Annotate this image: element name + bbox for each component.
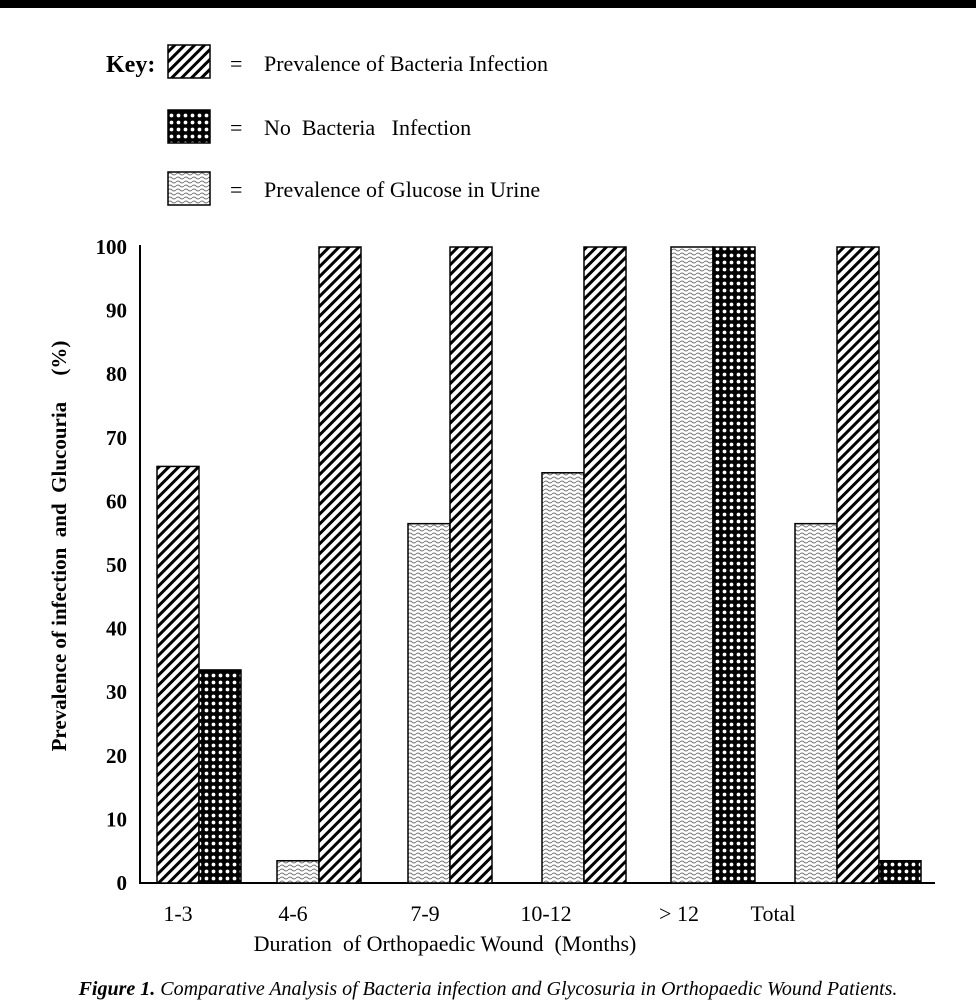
legend-swatch-dots [167, 109, 211, 144]
bar-13-dots [198, 669, 242, 884]
y-tick-label: 80 [106, 362, 127, 386]
figure-caption-prefix: Figure 1. [78, 978, 156, 1000]
top-rule [0, 0, 976, 8]
legend-title: Key: [106, 52, 155, 78]
x-tick-label: 7-9 [410, 901, 439, 926]
bar-Total-wave [794, 522, 838, 884]
bar-12-dots [712, 246, 756, 884]
bar-Total-hatch [836, 246, 880, 884]
bar-79-wave [407, 522, 451, 884]
bar-Total-dots [878, 859, 922, 884]
figure-caption: Figure 1. Comparative Analysis of Bacter… [0, 978, 976, 1001]
legend-label-glucose-urine: Prevalence of Glucose in Urine [264, 177, 540, 202]
x-tick-label: 1-3 [163, 901, 192, 926]
y-axis-label: Prevalence of infection and Glucouria (%… [47, 341, 71, 752]
legend-swatch-wave [167, 171, 211, 206]
legend-swatch-hatch [167, 44, 211, 79]
x-tick-labels: 1-3 4-6 7-9 10-12 > 12 Total [163, 901, 795, 926]
y-tick-label: 70 [106, 426, 127, 450]
bar-46-hatch [318, 246, 362, 884]
legend-label-no-bacteria: No Bacteria Infection [264, 115, 471, 140]
y-tick-label: 90 [106, 299, 127, 323]
x-axis-label: Duration of Orthopaedic Wound (Months) [254, 931, 637, 956]
y-tick-label: 0 [117, 871, 128, 895]
bar-12-wave [670, 246, 714, 884]
y-tick-label: 40 [106, 617, 127, 641]
bar-46-wave [276, 859, 320, 884]
x-tick-label: 10-12 [520, 901, 571, 926]
x-tick-label: Total [751, 901, 796, 926]
legend-equals-2: = [230, 115, 242, 140]
legend-equals-3: = [230, 177, 242, 202]
legend-equals-1: = [230, 51, 242, 76]
x-tick-label: > 12 [659, 901, 699, 926]
bar-13-hatch [156, 465, 200, 884]
y-tick-label: 20 [106, 744, 127, 768]
bar-1012-hatch [583, 246, 627, 884]
y-tick-labels: 0 10 20 30 40 50 60 70 80 90 100 [96, 235, 128, 895]
y-tick-label: 30 [106, 680, 127, 704]
y-tick-label: 50 [106, 553, 127, 577]
bar-1012-wave [541, 472, 585, 884]
y-tick-label: 10 [106, 807, 127, 831]
y-tick-label: 100 [96, 235, 128, 259]
bar-chart: Key: = Prevalence of Bacteria Infection … [47, 44, 935, 956]
bars [156, 246, 922, 884]
y-tick-label: 60 [106, 489, 127, 513]
figure-caption-text: Comparative Analysis of Bacteria infecti… [155, 978, 898, 1000]
bar-79-hatch [449, 246, 493, 884]
legend: Key: = Prevalence of Bacteria Infection … [106, 44, 548, 206]
x-tick-label: 4-6 [278, 901, 307, 926]
legend-label-bacteria-infection: Prevalence of Bacteria Infection [264, 51, 548, 76]
